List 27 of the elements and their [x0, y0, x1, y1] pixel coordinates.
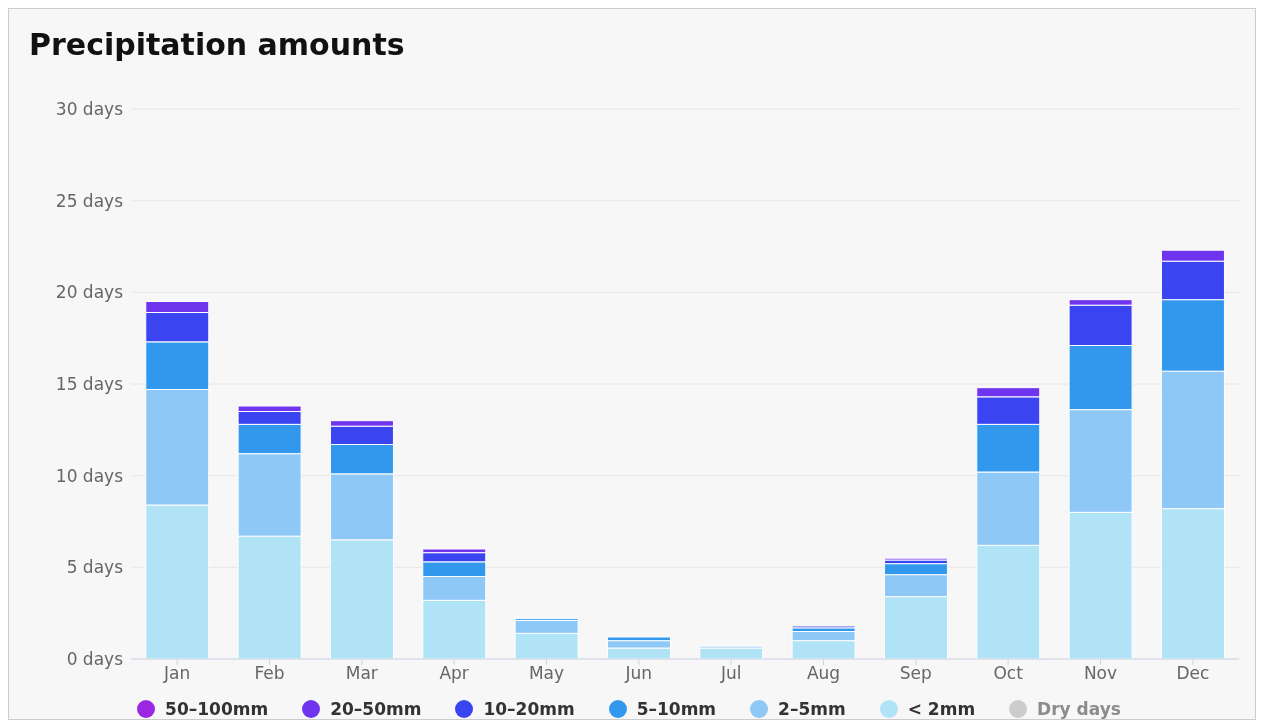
- y-tick-label: 20 days: [55, 282, 124, 303]
- x-tick-label: Dec: [1176, 663, 1210, 684]
- y-tick-label: 0 days: [66, 649, 124, 670]
- y-tick-label: 5 days: [66, 557, 124, 578]
- legend-label: 5–10mm: [635, 699, 717, 719]
- y-tick-label: 10 days: [55, 465, 124, 486]
- legend-label: Dry days: [1036, 699, 1121, 719]
- legend-label: 10–20mm: [482, 699, 575, 719]
- y-tick-label: 30 days: [55, 99, 124, 120]
- x-tick-label: Sep: [899, 663, 932, 684]
- x-tick-label: Feb: [254, 663, 285, 684]
- chart-title: Precipitation amounts: [28, 26, 406, 64]
- x-tick-label: Jan: [163, 663, 191, 684]
- x-tick-label: Mar: [345, 663, 378, 684]
- x-tick-label: Apr: [439, 663, 469, 684]
- x-tick-label: Jul: [719, 663, 742, 684]
- legend-label: 20–50mm: [329, 699, 422, 719]
- legend-label: < 2mm: [906, 699, 976, 719]
- legend-label: 2–5mm: [777, 699, 846, 719]
- x-tick-label: Jun: [624, 663, 653, 684]
- x-tick-label: Aug: [806, 663, 841, 684]
- y-tick-label: 15 days: [55, 374, 124, 395]
- x-tick-label: Nov: [1083, 663, 1118, 684]
- x-tick-label: Oct: [993, 663, 1024, 684]
- x-tick-label: May: [528, 663, 565, 684]
- legend-label: 50–100mm: [164, 699, 269, 719]
- y-tick-label: 25 days: [55, 190, 124, 211]
